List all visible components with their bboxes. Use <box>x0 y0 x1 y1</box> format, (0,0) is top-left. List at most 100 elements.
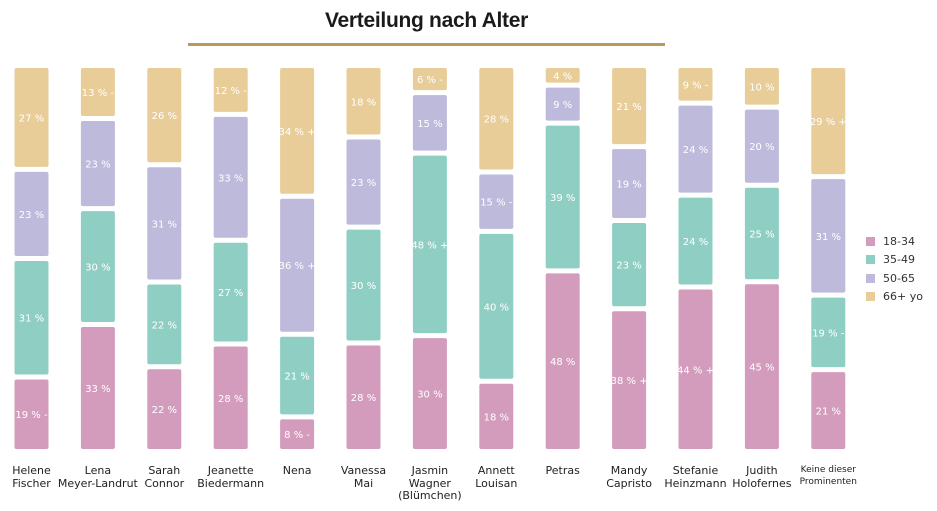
data-label-50-65-4: 33 % <box>218 173 243 184</box>
bar-segment-50-65-10 <box>612 149 647 218</box>
data-label-66-yo-5: 34 % + <box>279 127 316 138</box>
bar-segment-35-49-2 <box>80 211 115 322</box>
bar-segment-50-65-12 <box>744 109 779 183</box>
data-label-66-yo-2: 13 % - <box>82 88 115 99</box>
legend-item-35-49: 35-49 <box>866 251 923 269</box>
data-label-35-49-7: 48 % + <box>411 240 448 251</box>
legend-item-66-yo: 66+ yo <box>866 288 923 306</box>
data-label-50-65-11: 24 % <box>683 145 708 156</box>
data-label-35-49-1: 31 % <box>19 314 44 325</box>
bar-segment-18-34-10 <box>612 311 647 449</box>
bar-segment-66-yo-8 <box>479 68 514 170</box>
bar-segment-50-65-7 <box>412 95 447 151</box>
title-underline <box>188 43 665 46</box>
bar-segment-35-49-4 <box>213 242 248 342</box>
category-label-13: Keine dieser Prominenten <box>799 465 857 487</box>
data-label-35-49-11: 24 % <box>683 237 708 248</box>
category-label-6: Vanessa Mai <box>340 464 387 490</box>
data-label-50-65-9: 9 % <box>553 100 572 111</box>
bar-segment-35-49-13 <box>811 297 846 368</box>
data-label-50-65-6: 23 % <box>351 178 376 189</box>
data-label-35-49-13: 19 % - <box>812 328 845 339</box>
data-label-50-65-3: 31 % <box>152 219 177 230</box>
bar-segment-66-yo-9 <box>545 68 580 83</box>
bar-segment-18-34-8 <box>479 383 514 449</box>
bar-segment-18-34-7 <box>412 338 447 449</box>
data-label-18-34-6: 28 % <box>351 393 376 404</box>
category-label-4: Jeanette Biedermann <box>197 464 265 490</box>
data-label-18-34-12: 45 % <box>749 363 774 374</box>
legend-swatch <box>866 292 875 301</box>
data-label-18-34-3: 22 % <box>152 405 177 416</box>
legend-item-50-65: 50-65 <box>866 269 923 287</box>
data-label-35-49-3: 22 % <box>152 320 177 331</box>
data-label-35-49-10: 23 % <box>616 261 641 272</box>
bar-segment-50-65-9 <box>545 87 580 121</box>
bar-segment-66-yo-3 <box>147 68 182 163</box>
bar-segment-35-49-8 <box>479 233 514 379</box>
data-label-66-yo-6: 18 % <box>351 97 376 108</box>
data-label-18-34-11: 44 % + <box>677 365 714 376</box>
bar-segment-50-65-5 <box>280 198 315 332</box>
chart-title: Verteilung nach Alter <box>325 9 528 32</box>
bar-segment-50-65-3 <box>147 167 182 280</box>
category-label-9: Petras <box>545 464 580 477</box>
category-label-12: Judith Holofernes <box>732 464 792 490</box>
legend-label: 35-49 <box>883 253 915 266</box>
bar-segment-66-yo-11 <box>678 68 713 101</box>
bar-segment-66-yo-2 <box>80 68 115 117</box>
data-label-50-65-7: 15 % <box>417 119 442 130</box>
bar-segment-35-49-6 <box>346 229 381 341</box>
data-label-50-65-13: 31 % <box>816 232 841 243</box>
data-label-66-yo-1: 27 % <box>19 113 44 124</box>
category-label-1: Helene Fischer <box>12 464 51 490</box>
data-label-18-34-1: 19 % - <box>15 410 48 421</box>
data-label-66-yo-13: 29 % + <box>810 117 847 128</box>
bar-segment-18-34-12 <box>744 284 779 449</box>
bar-segment-66-yo-5 <box>280 68 315 194</box>
bar-segment-50-65-1 <box>14 171 49 256</box>
data-label-66-yo-8: 28 % <box>484 115 509 126</box>
data-label-35-49-4: 27 % <box>218 288 243 299</box>
data-label-66-yo-4: 12 % - <box>215 86 248 97</box>
category-label-10: Mandy Capristo <box>606 464 652 490</box>
legend-item-18-34: 18-34 <box>866 232 923 250</box>
data-label-66-yo-3: 26 % <box>152 111 177 122</box>
bar-segment-50-65-11 <box>678 105 713 193</box>
legend-label: 66+ yo <box>883 290 923 303</box>
bar-segment-18-34-9 <box>545 273 580 449</box>
legend-label: 18-34 <box>883 234 915 248</box>
data-label-66-yo-11: 9 % - <box>683 80 709 91</box>
bar-segment-35-49-3 <box>147 284 182 365</box>
bar-segment-66-yo-1 <box>14 68 49 167</box>
bar-segment-35-49-1 <box>14 261 49 375</box>
data-label-35-49-5: 21 % <box>284 372 309 383</box>
data-label-66-yo-9: 4 % <box>553 71 572 82</box>
data-label-18-34-5: 8 % - <box>284 430 310 441</box>
data-label-35-49-2: 30 % <box>85 263 110 274</box>
bar-segment-66-yo-4 <box>213 68 248 112</box>
bar-segment-35-49-10 <box>612 222 647 307</box>
data-label-18-34-9: 48 % <box>550 357 575 368</box>
data-label-66-yo-7: 6 % - <box>417 75 443 86</box>
bar-segment-35-49-12 <box>744 187 779 280</box>
category-label-3: Sarah Connor <box>144 464 185 490</box>
data-label-18-34-2: 33 % <box>85 384 110 395</box>
bar-segment-50-65-8 <box>479 174 514 229</box>
data-label-50-65-12: 20 % <box>749 142 774 153</box>
data-label-50-65-8: 15 % - <box>480 198 513 209</box>
bar-segment-18-34-3 <box>147 369 182 449</box>
data-label-66-yo-10: 21 % <box>616 102 641 113</box>
legend-swatch <box>866 255 875 264</box>
category-label-8: Annett Louisan <box>475 464 518 490</box>
data-label-66-yo-12: 10 % <box>749 82 774 93</box>
category-label-5: Nena <box>282 464 312 477</box>
category-label-11: Stefanie Heinzmann <box>664 464 727 490</box>
bar-segment-50-65-4 <box>213 116 248 238</box>
data-label-50-65-1: 23 % <box>19 210 44 221</box>
bar-segment-35-49-7 <box>412 155 447 334</box>
data-label-18-34-8: 18 % <box>484 412 509 423</box>
data-label-35-49-6: 30 % <box>351 281 376 292</box>
data-label-50-65-2: 23 % <box>85 160 110 171</box>
bar-segment-66-yo-12 <box>744 68 779 105</box>
